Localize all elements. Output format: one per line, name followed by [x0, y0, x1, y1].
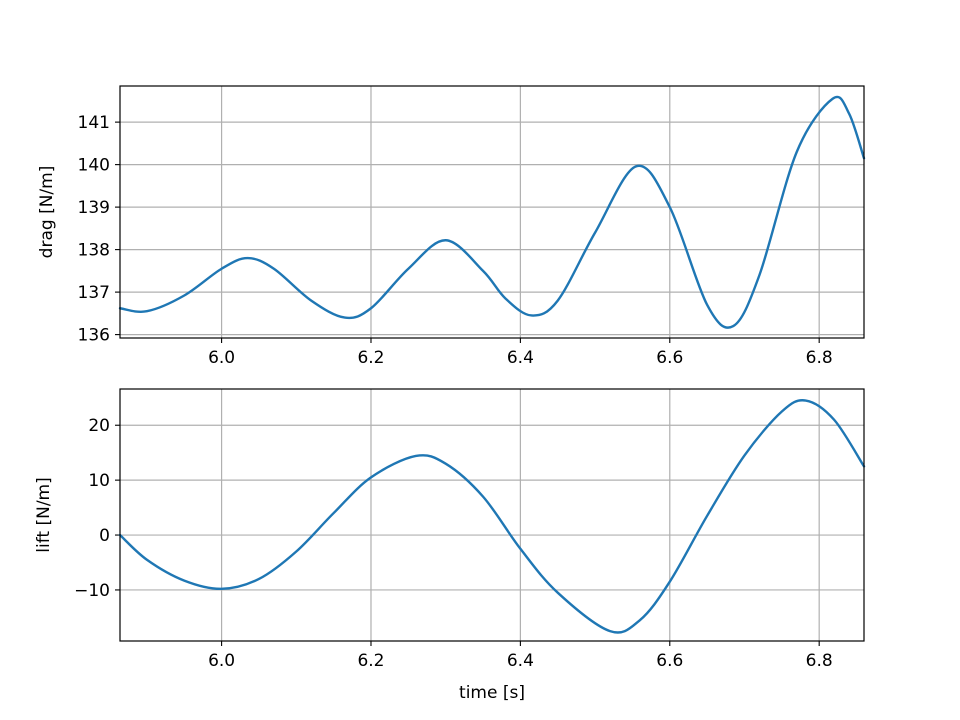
drag-xtick-label: 6.4 — [507, 348, 534, 368]
lift-ylabel: lift [N/m] — [34, 477, 54, 552]
lift-xtick-label: 6.8 — [806, 651, 833, 671]
drag-axes-frame — [119, 85, 865, 339]
lift-ytick-label: 0 — [99, 526, 110, 546]
lift-xtick-label: 6.6 — [656, 651, 683, 671]
drag-ylabel: drag [N/m] — [37, 166, 57, 259]
lift-grid — [120, 389, 864, 641]
drag-ytick-label: 136 — [78, 326, 110, 346]
drag-subplot: 6.0 6.2 6.4 6.6 6.8 136 137 138 139 140 141 drag [… — [37, 85, 866, 368]
drag-grid — [120, 86, 864, 338]
drag-ticks: 6.0 6.2 6.4 6.6 6.8 136 137 138 139 140 141 — [78, 113, 833, 368]
drag-series-line — [118, 95, 866, 329]
drag-xtick-label: 6.0 — [208, 348, 235, 368]
drag-xtick-label: 6.8 — [806, 348, 833, 368]
lift-ytick-label: −10 — [74, 581, 110, 601]
lift-xtick-label: 6.4 — [507, 651, 534, 671]
lift-ticks: 6.0 6.2 6.4 6.6 6.8 −10 0 10 20 — [74, 416, 833, 671]
lift-xlabel: time [s] — [459, 683, 525, 703]
drag-ytick-label: 138 — [78, 241, 110, 261]
lift-subplot: 6.0 6.2 6.4 6.6 6.8 −10 0 10 20 lift [N/m] time … — [34, 388, 866, 703]
lift-xtick-label: 6.0 — [208, 651, 235, 671]
lift-axes-frame — [119, 388, 865, 642]
drag-ytick-label: 139 — [78, 198, 110, 218]
lift-ytick-label: 10 — [88, 471, 110, 491]
drag-ytick-label: 137 — [78, 283, 110, 303]
lift-xtick-label: 6.2 — [357, 651, 384, 671]
drag-ytick-label: 140 — [78, 156, 110, 176]
drag-xtick-label: 6.6 — [656, 348, 683, 368]
lift-series-line — [118, 399, 866, 634]
drag-ytick-label: 141 — [78, 113, 110, 133]
drag-xtick-label: 6.2 — [357, 348, 384, 368]
lift-ytick-label: 20 — [88, 416, 110, 436]
